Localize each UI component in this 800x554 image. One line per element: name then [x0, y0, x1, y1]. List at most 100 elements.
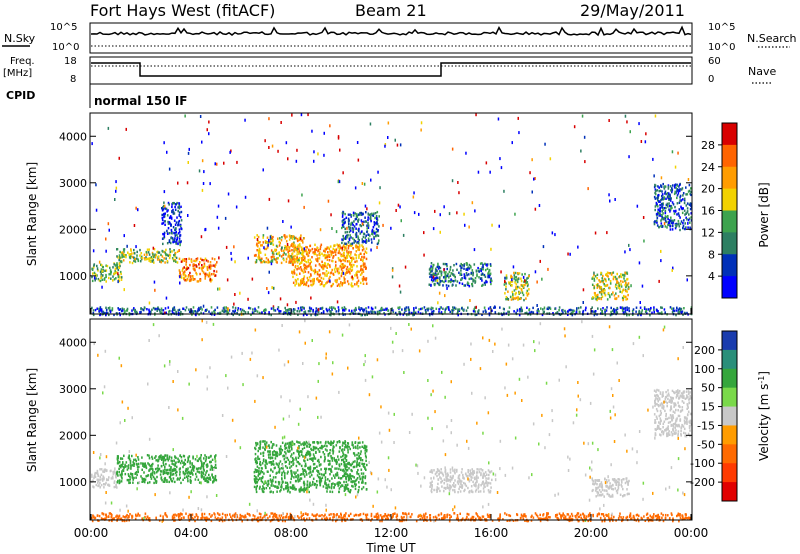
heatmap-cell: [97, 269, 99, 272]
heatmap-cell: [177, 460, 179, 464]
heatmap-cell: [676, 213, 678, 216]
heatmap-cell: [142, 464, 144, 467]
heatmap-cell: [283, 311, 285, 314]
heatmap-cell: [188, 455, 191, 458]
heatmap-cell: [286, 490, 289, 493]
heatmap-cell: [314, 446, 316, 449]
heatmap-cell: [322, 311, 325, 314]
heatmap-cell: [133, 464, 135, 467]
heatmap-cell: [146, 248, 149, 251]
heatmap-cell: [621, 307, 624, 310]
heatmap-cell: [293, 458, 295, 461]
heatmap-cell: [264, 461, 267, 464]
heatmap-cell: [675, 191, 677, 194]
freq-tick-top: 18: [64, 56, 77, 67]
heatmap-cell: [346, 487, 348, 490]
heatmap-cell: [674, 190, 676, 193]
heatmap-cell: [234, 312, 236, 315]
heatmap-cell: [308, 472, 310, 475]
heatmap-cell: [593, 310, 596, 313]
heatmap-cell: [361, 255, 363, 259]
heatmap-cell: [460, 480, 463, 483]
heatmap-cell: [101, 310, 103, 313]
heatmap-cell: [580, 149, 582, 153]
heatmap-cell: [293, 257, 296, 261]
heatmap-cell: [168, 480, 170, 484]
heatmap-cell: [600, 289, 603, 293]
heatmap-cell: [359, 224, 361, 227]
heatmap-cell: [136, 254, 138, 257]
heatmap-cell: [279, 451, 282, 454]
heatmap-cell: [358, 464, 361, 468]
heatmap-cell: [198, 306, 200, 310]
heatmap-cell: [643, 239, 645, 243]
heatmap-cell: [184, 114, 186, 118]
heatmap-cell: [161, 478, 163, 482]
heatmap-cell: [548, 312, 550, 315]
heatmap-cell: [293, 476, 295, 479]
heatmap-cell: [147, 474, 149, 477]
heatmap-cell: [661, 216, 664, 219]
heatmap-cell: [335, 462, 338, 465]
heatmap-cell: [371, 232, 373, 235]
heatmap-cell: [323, 249, 325, 253]
heatmap-cell: [217, 287, 219, 291]
heatmap-cell: [364, 454, 367, 458]
heatmap-cell: [324, 455, 326, 459]
heatmap-cell: [102, 475, 104, 478]
heatmap-cell: [227, 308, 230, 312]
heatmap-cell: [305, 464, 307, 467]
heatmap-cell: [257, 256, 259, 259]
heatmap-cell: [239, 291, 241, 295]
heatmap-cell: [148, 257, 151, 260]
heatmap-cell: [355, 254, 358, 257]
heatmap-cell: [148, 463, 150, 466]
heatmap-cell: [690, 216, 692, 219]
heatmap-cell: [503, 311, 505, 315]
heatmap-cell: [174, 237, 176, 240]
heatmap-cell: [567, 310, 569, 313]
heatmap-cell: [562, 308, 564, 312]
heatmap-cell: [357, 447, 359, 450]
heatmap-cell: [183, 461, 185, 464]
heatmap-cell: [92, 311, 95, 315]
heatmap-cell: [547, 306, 550, 309]
heatmap-cell: [192, 469, 195, 472]
heatmap-cell: [345, 454, 348, 458]
heatmap-cell: [399, 205, 401, 209]
heatmap-cell: [343, 255, 346, 259]
heatmap-cell: [182, 267, 184, 270]
heatmap-cell: [441, 479, 443, 483]
heatmap-cell: [309, 265, 312, 269]
heatmap-cell: [105, 280, 107, 283]
heatmap-cell: [117, 459, 119, 463]
heatmap-cell: [351, 309, 353, 313]
heatmap-cell: [288, 246, 290, 249]
heatmap-cell: [374, 216, 376, 220]
heatmap-cell: [293, 272, 296, 275]
heatmap-cell: [114, 473, 117, 476]
heatmap-cell: [346, 469, 349, 472]
heatmap-cell: [659, 200, 661, 203]
heatmap-cell: [512, 293, 514, 296]
heatmap-cell: [510, 276, 512, 279]
heatmap-cell: [182, 273, 185, 276]
heatmap-cell: [430, 274, 432, 277]
heatmap-cell: [331, 250, 333, 253]
heatmap-cell: [298, 256, 301, 260]
heatmap-cell: [365, 445, 367, 448]
heatmap-cell: [171, 209, 173, 213]
heatmap-cell: [679, 194, 682, 198]
heatmap-cell: [98, 279, 101, 282]
heatmap-cell: [316, 483, 318, 487]
heatmap-cell: [320, 455, 322, 459]
heatmap-cell: [337, 306, 340, 309]
heatmap-cell: [179, 234, 181, 237]
heatmap-cell: [348, 467, 350, 470]
heatmap-cell: [288, 462, 291, 466]
heatmap-cell: [487, 489, 490, 492]
heatmap-cell: [325, 484, 328, 487]
heatmap-cell: [608, 294, 611, 297]
heatmap-cell: [316, 254, 318, 257]
heatmap-cell: [318, 450, 321, 453]
